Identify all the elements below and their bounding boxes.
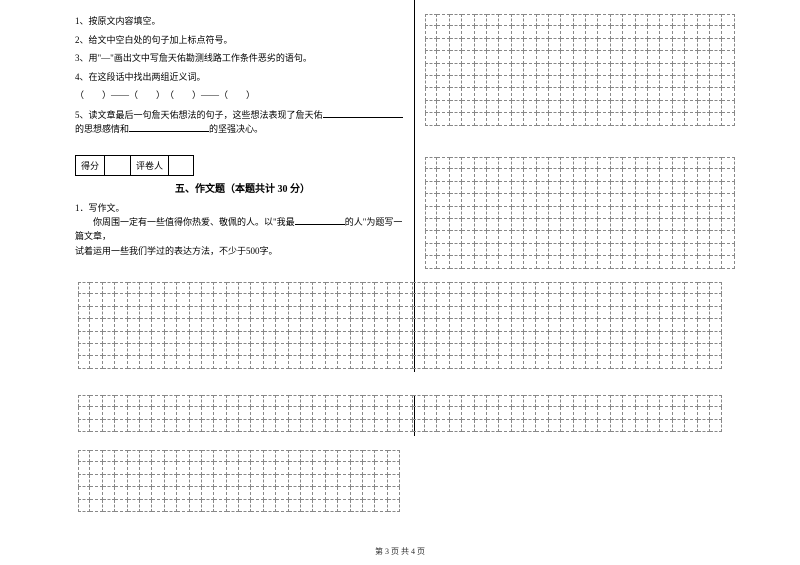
q5-text-c: 的坚强决心。 — [209, 124, 263, 134]
writing-grid-5[interactable] — [78, 450, 400, 512]
writing-grid-2[interactable] — [425, 157, 735, 269]
q5-text-b: 的思想感情和 — [75, 124, 129, 134]
column-divider — [414, 0, 415, 285]
page-footer: 第 3 页 共 4 页 — [0, 546, 800, 557]
question-4: 4、在这段话中找出两组近义词。 — [75, 71, 410, 85]
essay-line-2: 试着运用一些我们学过的表达方法，不少于500字。 — [75, 244, 410, 258]
grader-label: 评卷人 — [130, 155, 168, 176]
left-column: 1、按原文内容填空。 2、给文中空白处的句子加上标点符号。 3、用"—"画出文中… — [75, 15, 410, 258]
writing-grid-4[interactable] — [78, 395, 722, 432]
question-1: 1、按原文内容填空。 — [75, 15, 410, 29]
question-4-blanks: （ ）——（ ） （ ）——（ ） — [75, 89, 410, 103]
blank-fill[interactable] — [323, 108, 403, 118]
grader-input[interactable] — [168, 155, 194, 176]
q5-text-a: 5、读文章最后一句詹天佑想法的句子，这些想法表现了詹天佑 — [75, 110, 323, 120]
exam-page: 1、按原文内容填空。 2、给文中空白处的句子加上标点符号。 3、用"—"画出文中… — [0, 0, 800, 565]
essay-line-1: 你周围一定有一些值得你热爱、敬佩的人。以"我最的人"为题写一篇文章， — [75, 215, 410, 244]
writing-grid-3[interactable] — [78, 282, 722, 369]
score-label: 得分 — [75, 155, 104, 176]
section-title: 五、作文题（本题共计 30 分） — [75, 180, 410, 195]
writing-grid-1[interactable] — [425, 14, 735, 126]
essay-prompt: 1．写作文。 你周围一定有一些值得你热爱、敬佩的人。以"我最的人"为题写一篇文章… — [75, 201, 410, 259]
score-box-row: 得分 评卷人 — [75, 155, 410, 176]
question-3: 3、用"—"画出文中写詹天佑勘测线路工作条件恶劣的语句。 — [75, 52, 410, 66]
question-2: 2、给文中空白处的句子加上标点符号。 — [75, 34, 410, 48]
blank-fill[interactable] — [295, 215, 345, 225]
essay-text-1a: 你周围一定有一些值得你热爱、敬佩的人。以"我最 — [93, 217, 295, 227]
question-5: 5、读文章最后一句詹天佑想法的句子，这些想法表现了詹天佑的思想感情和 的坚强决心。 — [75, 108, 410, 137]
essay-number: 1．写作文。 — [75, 201, 410, 215]
score-input[interactable] — [104, 155, 130, 176]
blank-fill[interactable] — [129, 122, 209, 132]
